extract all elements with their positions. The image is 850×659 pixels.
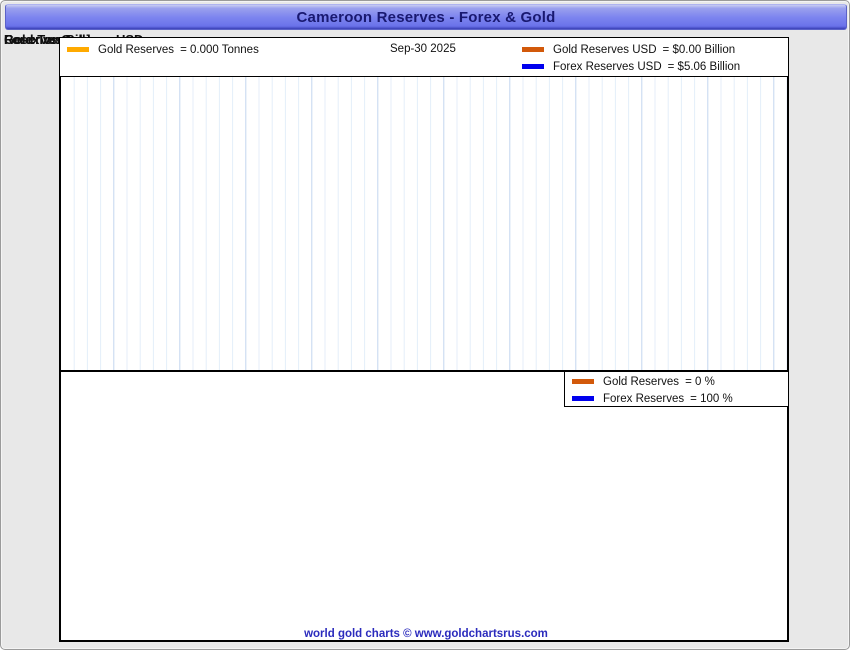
window-title-bar: Cameroon Reserves - Forex & Gold: [5, 4, 847, 30]
legend-label: Forex Reserves USD: [553, 60, 662, 73]
bottom-legend: Gold Reserves = 0 % Forex Reserves = 100…: [564, 371, 789, 407]
legend-item-gold-reserves-tonnes[interactable]: Gold Reserves = 0.000 Tonnes: [60, 41, 259, 58]
top-chart-panel: [59, 58, 789, 370]
page-title: Cameroon Reserves - Forex & Gold: [296, 8, 556, 26]
footer-credit: world gold charts © www.goldchartsrus.co…: [304, 628, 548, 640]
line-swatch-gold-tonnes: [67, 47, 89, 52]
x-axis-ticks: [4, 643, 848, 659]
line-swatch-gold-usd: [522, 47, 544, 52]
legend-item-forex-reserves-usd[interactable]: Forex Reserves USD = $5.06 Billion: [515, 58, 740, 75]
legend-value: = 0.000 Tonnes: [180, 43, 259, 56]
top-legend: Gold Reserves = 0.000 Tonnes Sep-30 2025…: [59, 37, 789, 77]
legend-value: = 0 %: [685, 375, 715, 388]
line-swatch-forex-usd: [522, 64, 544, 69]
chart-area: Gold Tonnes Reserves Billions USD Forex …: [4, 32, 848, 646]
legend-label: Gold Reserves: [98, 43, 175, 56]
legend-value: = $5.06 Billion: [667, 60, 741, 73]
line-swatch-forex-pct: [572, 396, 594, 401]
legend-label: Gold Reserves: [603, 375, 680, 388]
top-panel-plot: [73, 59, 787, 370]
line-swatch-gold-pct: [572, 379, 594, 384]
legend-item-forex-reserves-pct[interactable]: Forex Reserves = 100 %: [565, 390, 788, 407]
legend-item-gold-reserves-usd[interactable]: Gold Reserves USD = $0.00 Billion: [515, 41, 740, 58]
bottom-chart-panel: [59, 370, 789, 642]
legend-item-gold-reserves-pct[interactable]: Gold Reserves = 0 %: [565, 373, 788, 390]
top-legend-right-group: Gold Reserves USD = $0.00 Billion Forex …: [515, 41, 740, 75]
legend-value: = $0.00 Billion: [662, 43, 736, 56]
legend-label: Gold Reserves USD: [553, 43, 657, 56]
legend-label: Forex Reserves: [603, 392, 685, 405]
top-legend-left-group: Gold Reserves = 0.000 Tonnes: [60, 41, 259, 58]
legend-date-label: Sep-30 2025: [390, 43, 456, 55]
bottom-panel-plot: [61, 372, 787, 640]
legend-value: = 100 %: [690, 392, 733, 405]
